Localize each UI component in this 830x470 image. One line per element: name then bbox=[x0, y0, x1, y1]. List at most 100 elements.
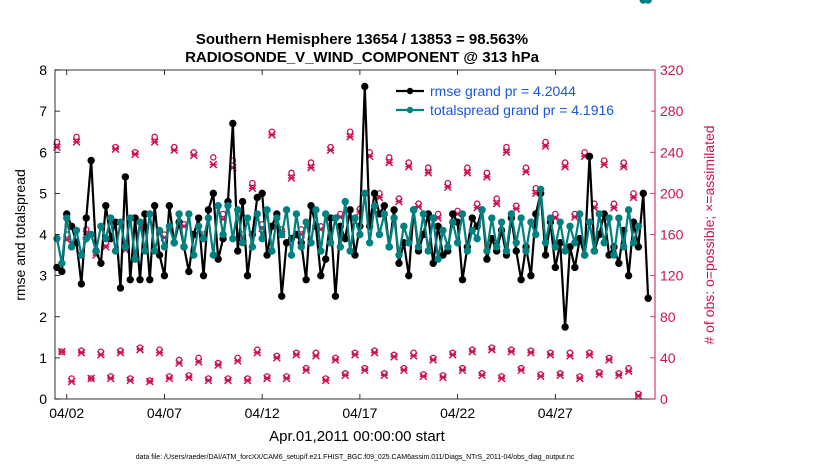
totalspread-point bbox=[234, 206, 242, 214]
rmse-point bbox=[346, 206, 354, 214]
x-tick-label: 04/17 bbox=[342, 405, 377, 421]
obs-assimilated-marker bbox=[194, 358, 203, 366]
totalspread-point bbox=[605, 214, 613, 222]
obs-possible-marker bbox=[195, 354, 202, 362]
totalspread-point bbox=[185, 210, 193, 218]
rmse-point bbox=[126, 276, 134, 284]
obs-assimilated-marker bbox=[512, 204, 521, 213]
totalspread-point bbox=[527, 218, 535, 226]
obs-assimilated-marker bbox=[145, 377, 154, 386]
totalspread-point bbox=[615, 214, 623, 222]
totalspread-point bbox=[517, 214, 525, 222]
rmse-point bbox=[199, 271, 208, 280]
totalspread-point bbox=[278, 230, 286, 239]
obs-assimilated-marker bbox=[380, 371, 389, 380]
obs-assimilated-marker bbox=[556, 371, 565, 380]
rmse-point bbox=[155, 251, 164, 259]
totalspread-point bbox=[580, 251, 589, 259]
rmse-point bbox=[238, 197, 247, 206]
totalspread-point bbox=[131, 255, 139, 263]
obs-assimilated-marker bbox=[165, 374, 174, 383]
rmse-point bbox=[468, 214, 476, 222]
obs-possible-marker bbox=[307, 159, 315, 166]
obs-assimilated-marker bbox=[614, 371, 623, 380]
series-layer bbox=[53, 0, 652, 331]
rmse-point bbox=[97, 259, 105, 267]
obs-assimilated-marker bbox=[419, 372, 428, 381]
chart-title-line-1: Southern Hemisphere 13654 / 13853 = 98.5… bbox=[196, 31, 528, 48]
rmse-point bbox=[146, 276, 154, 284]
totalspread-point bbox=[229, 234, 237, 243]
totalspread-point bbox=[566, 222, 574, 230]
totalspread-point bbox=[624, 206, 633, 214]
obs-assimilated-marker bbox=[292, 350, 301, 359]
totalspread-point bbox=[634, 222, 643, 230]
y-axis-label-left: rmse and totalspread bbox=[12, 169, 28, 301]
totalspread-point bbox=[155, 226, 164, 235]
totalspread-point bbox=[532, 230, 540, 239]
obs-possible-marker bbox=[151, 133, 158, 141]
rmse-point bbox=[229, 119, 237, 128]
obs-assimilated-marker bbox=[282, 374, 291, 383]
rmse-point bbox=[517, 276, 525, 284]
obs-assimilated-marker bbox=[131, 150, 140, 159]
obs-assimilated-marker bbox=[390, 352, 399, 361]
obs-assimilated-marker bbox=[404, 162, 413, 171]
totalspread-point bbox=[380, 210, 389, 218]
obs-assimilated-marker bbox=[507, 347, 516, 356]
rmse-point bbox=[361, 82, 369, 91]
rmse-point bbox=[639, 189, 647, 198]
obs-assimilated-marker bbox=[307, 163, 315, 172]
totalspread-point bbox=[273, 214, 281, 222]
totalspread-point bbox=[321, 210, 330, 218]
y-left-tick-label: 4 bbox=[39, 227, 47, 243]
totalspread-point bbox=[150, 247, 159, 255]
totalspread-point bbox=[502, 247, 511, 255]
totalspread-point bbox=[551, 243, 560, 251]
obs-assimilated-marker bbox=[385, 158, 394, 167]
rmse-point bbox=[194, 214, 203, 222]
totalspread-point bbox=[488, 214, 496, 222]
rmse-point bbox=[351, 251, 359, 259]
obs-possible-marker bbox=[503, 143, 510, 151]
plot-background bbox=[55, 70, 655, 399]
legend-box bbox=[393, 78, 651, 120]
totalspread-point bbox=[297, 243, 305, 251]
obs-possible-marker bbox=[210, 154, 217, 161]
rmse-point bbox=[263, 251, 271, 259]
totalspread-point bbox=[356, 230, 364, 239]
x-tick-label: 04/07 bbox=[147, 405, 182, 421]
rmse-point bbox=[395, 259, 403, 267]
x-tick-label: 04/27 bbox=[538, 405, 573, 421]
y-right-tick-label: 120 bbox=[660, 268, 684, 284]
obs-assimilated-marker bbox=[272, 353, 281, 362]
totalspread-point bbox=[458, 210, 467, 218]
obs-assimilated-marker bbox=[526, 348, 535, 357]
rmse-point bbox=[317, 271, 325, 280]
totalspread-point bbox=[370, 202, 379, 210]
y-right-tick-label: 40 bbox=[660, 350, 676, 366]
totalspread-point bbox=[97, 222, 105, 230]
totalspread-point bbox=[395, 251, 403, 259]
totalspread-point bbox=[111, 247, 120, 255]
totalspread-point bbox=[419, 210, 428, 218]
rmse-point bbox=[483, 255, 491, 263]
obs-possible-marker bbox=[425, 164, 432, 171]
totalspread-point bbox=[219, 230, 227, 239]
rmse-point bbox=[160, 271, 169, 280]
obs-assimilated-marker bbox=[268, 130, 276, 139]
obs-assimilated-marker bbox=[77, 348, 86, 357]
obs-assimilated-marker bbox=[72, 138, 81, 146]
obs-possible-marker bbox=[620, 159, 627, 166]
rmse-point bbox=[644, 294, 652, 302]
totalspread-point bbox=[253, 210, 261, 218]
obs-possible-marker bbox=[53, 138, 61, 146]
obs-assimilated-marker bbox=[243, 376, 252, 385]
obs-possible-marker bbox=[552, 210, 559, 218]
obs-assimilated-marker bbox=[360, 366, 369, 375]
obs-assimilated-marker bbox=[541, 142, 550, 151]
totalspread-point bbox=[409, 206, 418, 214]
rmse-point bbox=[121, 173, 130, 181]
obs-assimilated-marker bbox=[487, 345, 496, 354]
